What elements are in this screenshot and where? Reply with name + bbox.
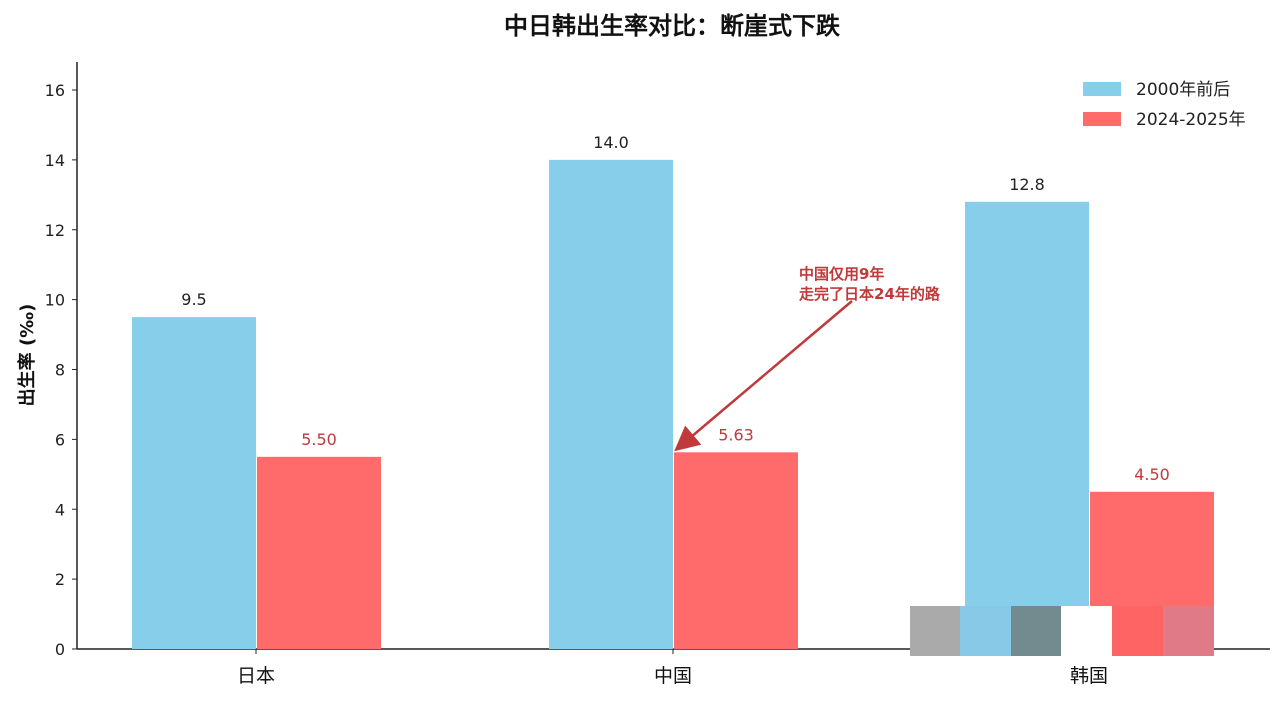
bar-2024-1 [674,452,798,649]
y-tick-label: 4 [55,500,65,519]
y-tick-label: 14 [45,151,65,170]
artifact-block [1112,606,1163,656]
bar-2024-0 [257,456,381,649]
x-tick-label: 中国 [654,665,692,687]
y-tick-label: 10 [45,291,65,310]
x-tick-label: 韩国 [1070,665,1108,687]
chart-title: 中日韩出生率对比：断崖式下跌 [504,12,841,40]
legend-swatch [1083,82,1121,96]
data-label: 5.50 [301,430,337,449]
data-label: 12.8 [1009,175,1045,194]
artifact-block [960,606,1011,656]
legend-swatch [1083,112,1121,126]
bar-2000-1 [549,159,673,649]
y-tick-label: 6 [55,430,65,449]
artifact-block [910,606,961,656]
artifact-block [1011,606,1062,656]
y-tick-label: 12 [45,221,65,240]
data-label: 14.0 [593,133,629,152]
bar-2000-0 [132,317,256,649]
data-label: 4.50 [1134,465,1170,484]
y-tick-label: 16 [45,81,65,100]
y-axis-label: 出生率 (‰) [16,304,38,407]
annotation-text: 中国仅用9年 [799,265,884,283]
legend-label: 2000年前后 [1136,80,1230,100]
y-tick-label: 0 [55,640,65,659]
bar-2000-2 [965,201,1089,650]
y-tick-label: 2 [55,570,65,589]
data-label: 5.63 [718,425,754,444]
artifact-block [1061,606,1112,656]
data-label: 9.5 [181,290,206,309]
image-artifact-blocks [910,606,1214,656]
x-tick-label: 日本 [237,665,275,687]
annotation-text: 走完了日本24年的路 [799,285,941,303]
y-tick-label: 8 [55,361,65,380]
artifact-block [1163,606,1214,656]
legend-label: 2024-2025年 [1136,110,1246,130]
annotation-arrow [674,300,853,452]
